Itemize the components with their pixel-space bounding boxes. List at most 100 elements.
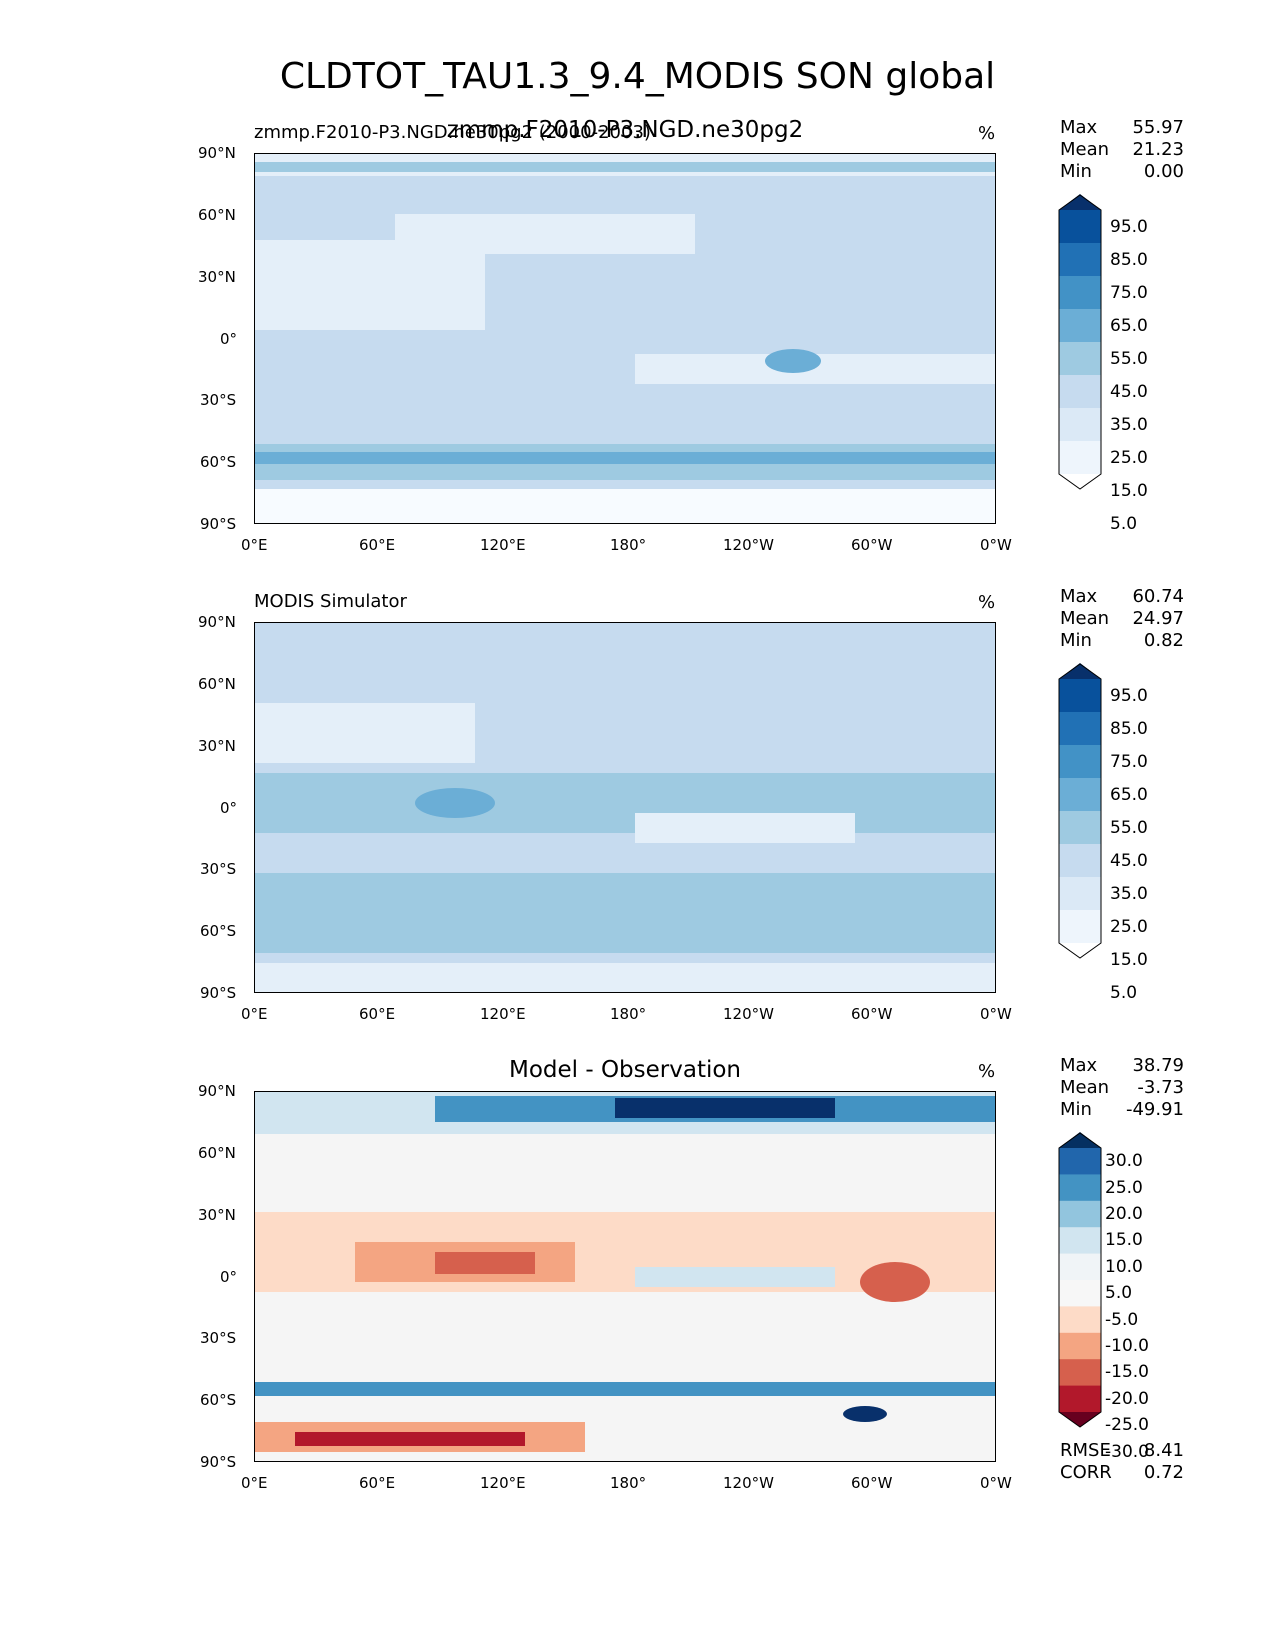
- panel1-lon-120W: 120°W: [723, 536, 774, 554]
- colorbar-tick-label: 15.0: [1110, 949, 1148, 970]
- colorbar-tick-label: 85.0: [1110, 249, 1148, 270]
- colorbar-tick-label: 75.0: [1110, 751, 1148, 772]
- panel3-lon-180: 180°: [610, 1474, 647, 1492]
- panel3-center-label: Model - Observation: [508, 1057, 742, 1083]
- colorbar-swatch: [1059, 1227, 1101, 1255]
- panel2-lat-90N: 90°N: [198, 613, 236, 631]
- colorbar-tick-label: 65.0: [1110, 784, 1148, 805]
- colorbar-swatch: [1059, 194, 1101, 210]
- panel1-lat-0: 0°: [220, 330, 238, 348]
- panel2-lon-60W: 60°W: [851, 1005, 893, 1023]
- colorbar-swatch: [1059, 844, 1101, 878]
- colorbar-tick-label: 25.0: [1105, 1177, 1143, 1198]
- panel3-lat-30N: 30°N: [198, 1206, 236, 1224]
- colorbar-swatch: [1059, 1132, 1101, 1148]
- panel3-corr: CORR 0.72: [1060, 1462, 1184, 1483]
- colorbar-swatch: [1059, 474, 1101, 489]
- colorbar-swatch: [1059, 745, 1101, 779]
- panel2-stat-min: Min 0.82: [1060, 630, 1184, 651]
- panel3-lat-0: 0°: [220, 1268, 238, 1286]
- panel1-lat-30S: 30°S: [200, 391, 237, 409]
- panel2-map: [254, 622, 996, 993]
- colorbar-swatch: [1059, 1253, 1101, 1281]
- colorbar-swatch: [1059, 1306, 1101, 1334]
- colorbar-outline: [1058, 194, 1102, 490]
- colorbar-tick-label: 75.0: [1110, 282, 1148, 303]
- panel3-stat-min: Min -49.91: [1060, 1099, 1184, 1120]
- panel3-map: [254, 1091, 996, 1462]
- panel3-lat-90S: 90°S: [200, 1453, 237, 1471]
- panel3-lon-120W: 120°W: [723, 1474, 774, 1492]
- panel3-lon-120E: 120°E: [480, 1474, 526, 1492]
- colorbar-tick-label: 35.0: [1110, 883, 1148, 904]
- colorbar-swatch: [1059, 276, 1101, 310]
- colorbar-swatch: [1059, 712, 1101, 746]
- colorbar-tick-label: -5.0: [1105, 1309, 1139, 1330]
- colorbar-swatch: [1059, 1200, 1101, 1228]
- colorbar-swatch: [1059, 408, 1101, 442]
- panel1-left-label: zmmp.F2010-P3.NGD.ne30pg2 (2000-2003): [254, 122, 651, 143]
- panel2-lat-30N: 30°N: [198, 737, 236, 755]
- panel3-colorbar: [1058, 1132, 1102, 1428]
- panel1-lat-90N: 90°N: [198, 144, 236, 162]
- figure-title: CLDTOT_TAU1.3_9.4_MODIS SON global: [279, 56, 996, 97]
- panel1-lon-180: 180°: [610, 536, 647, 554]
- colorbar-tick-label: 65.0: [1110, 315, 1148, 336]
- colorbar-tick-label: 5.0: [1110, 513, 1138, 534]
- panel1-lon-120E: 120°E: [480, 536, 526, 554]
- colorbar-tick-label: -30.0: [1105, 1441, 1149, 1462]
- colorbar-tick-label: -10.0: [1105, 1336, 1149, 1356]
- panel3-lon-0E: 0°E: [241, 1474, 268, 1492]
- panel2-lat-30S: 30°S: [200, 860, 237, 878]
- colorbar-swatch: [1059, 210, 1101, 244]
- panel1-stat-mean: Mean 21.23: [1060, 139, 1184, 160]
- panel1-map: [254, 153, 996, 524]
- colorbar-tick-label: 15.0: [1110, 480, 1148, 501]
- colorbar-tick-label: 25.0: [1110, 447, 1148, 468]
- panel3-lon-60W: 60°W: [851, 1474, 893, 1492]
- panel1-lon-0E: 0°E: [241, 536, 268, 554]
- panel3-lat-60N: 60°N: [198, 1144, 236, 1162]
- panel2-lon-120W: 120°W: [723, 1005, 774, 1023]
- colorbar-tick-label: 15.0: [1105, 1230, 1143, 1251]
- panel2-lon-60E: 60°E: [359, 1005, 396, 1023]
- panel1-colorbar: [1058, 194, 1102, 490]
- colorbar-swatch: [1059, 1332, 1101, 1360]
- panel1-lon-0W: 0°W: [980, 536, 1012, 554]
- colorbar-swatch: [1059, 375, 1101, 409]
- colorbar-tick-label: 30.0: [1105, 1151, 1143, 1172]
- colorbar-swatch: [1059, 1148, 1101, 1175]
- colorbar-swatch: [1059, 1174, 1101, 1202]
- colorbar-swatch: [1059, 778, 1101, 812]
- panel2-lon-120E: 120°E: [480, 1005, 526, 1023]
- colorbar-swatch: [1059, 441, 1101, 475]
- panel2-units: %: [978, 592, 996, 613]
- colorbar-swatch: [1059, 1385, 1101, 1413]
- colorbar-tick-label: 95.0: [1110, 685, 1148, 706]
- panel3-lon-0W: 0°W: [980, 1474, 1012, 1492]
- panel2-stat-max: Max 60.74: [1060, 586, 1184, 607]
- panel1-colorbar-svg: [1058, 194, 1102, 490]
- panel2-lat-0: 0°: [220, 799, 238, 817]
- colorbar-tick-label: 85.0: [1110, 718, 1148, 739]
- colorbar-swatch: [1059, 811, 1101, 845]
- colorbar-tick-label: 20.0: [1105, 1204, 1143, 1224]
- colorbar-swatch: [1059, 679, 1101, 713]
- colorbar-tick-label: 5.0: [1110, 982, 1138, 1003]
- panel1-lat-90S: 90°S: [200, 515, 237, 533]
- panel3-lat-30S: 30°S: [200, 1329, 237, 1347]
- colorbar-swatch: [1059, 342, 1101, 376]
- panel3-units: %: [978, 1061, 996, 1082]
- panel3-colorbar-svg: [1058, 1132, 1102, 1428]
- colorbar-swatch: [1059, 1412, 1101, 1427]
- colorbar-swatch: [1059, 943, 1101, 958]
- panel1-lat-30N: 30°N: [198, 268, 236, 286]
- panel1-lon-60E: 60°E: [359, 536, 396, 554]
- panel1-map-svg: [255, 154, 995, 523]
- panel3-stat-mean: Mean -3.73: [1060, 1077, 1184, 1098]
- panel2-lon-0E: 0°E: [241, 1005, 268, 1023]
- panel3-lat-60S: 60°S: [200, 1391, 237, 1409]
- colorbar-tick-label: -15.0: [1105, 1362, 1149, 1383]
- panel2-lat-60S: 60°S: [200, 922, 237, 940]
- panel2-stat-mean: Mean 24.97: [1060, 608, 1184, 629]
